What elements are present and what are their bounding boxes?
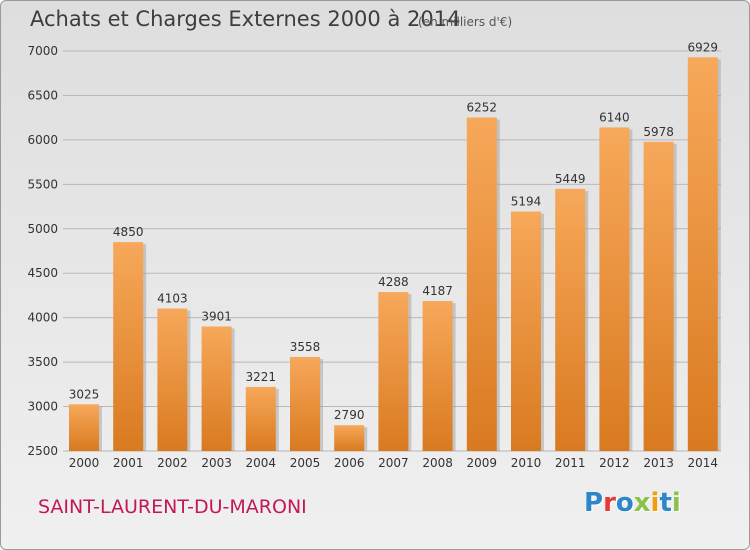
logo-letter: i [650,488,660,518]
chart-title: Achats et Charges Externes 2000 à 2014 [30,7,461,31]
y-tick-label: 3500 [27,355,58,369]
logo-letter: r [603,488,616,518]
bar-2006 [334,425,365,451]
proxiti-logo: Proxiti [584,488,681,518]
x-axis-ticks: 2000 2001 2002 2003 2004 2005 2006 2007 2008 2009… [69,456,718,470]
bar-2012 [599,127,630,451]
data-label: 3025 [69,387,100,401]
bar-2014 [687,57,718,452]
x-tick-label: 2001 [113,456,144,470]
data-label: 6929 [688,40,719,54]
y-tick-label: 6000 [27,133,58,147]
bar-2001 [113,242,144,451]
data-label: 3558 [290,340,321,354]
data-label: 5978 [643,125,674,139]
x-tick-label: 2006 [334,456,365,470]
x-tick-label: 2009 [467,456,498,470]
x-tick-label: 2002 [157,456,188,470]
y-tick-label: 5000 [27,222,58,236]
x-tick-label: 2011 [555,456,586,470]
x-tick-label: 2003 [201,456,232,470]
x-tick-label: 2008 [422,456,453,470]
data-label: 3901 [201,309,232,323]
x-tick-label: 2007 [378,456,409,470]
data-label: 5194 [511,195,542,209]
y-tick-label: 3000 [27,400,58,414]
bar-2008 [422,301,453,451]
logo-letter: x [633,488,651,518]
bar-2009 [466,117,497,451]
bar-2005 [290,356,320,451]
data-label: 4850 [113,225,144,239]
y-tick-label: 5500 [27,177,58,191]
data-label: 6140 [599,110,630,124]
y-tick-label: 6500 [27,88,58,102]
bar-2010 [511,211,541,451]
data-label: 5449 [555,172,586,186]
x-tick-label: 2013 [643,456,674,470]
bar-2003 [201,326,232,451]
y-tick-label: 2500 [27,444,58,458]
data-label: 2790 [334,408,365,422]
logo-letter: t [659,488,672,518]
bar-2002 [157,308,188,451]
y-tick-label: 7000 [27,44,58,58]
y-axis-ticks: 2500 3000 3500 4000 4500 5000 5500 6000 6500 7000 [27,44,58,458]
bar-2000 [69,404,99,451]
data-labels: 3025 4850 4103 3901 3221 3558 2790 4288 4187 6252… [69,40,718,422]
logo-letter: i [671,488,681,518]
bar-2004 [245,386,276,451]
data-label: 6252 [467,100,498,114]
x-tick-label: 2012 [599,456,630,470]
data-label: 4103 [157,292,188,306]
x-tick-label: 2004 [246,456,277,470]
x-tick-label: 2010 [511,456,542,470]
logo-letter: P [584,488,604,518]
chart-subtitle: (en milliers d'€) [418,15,513,29]
bar-2007 [378,292,409,451]
commune-name: SAINT-LAURENT-DU-MARONI [38,496,307,518]
y-tick-label: 4500 [27,266,58,280]
data-label: 3221 [246,370,277,384]
logo-letter: o [615,488,634,518]
y-tick-label: 4000 [27,311,58,325]
data-label: 4288 [378,275,409,289]
x-tick-label: 2000 [69,456,100,470]
x-tick-label: 2014 [688,456,719,470]
bar-2011 [555,188,586,451]
bars [69,57,721,452]
bar-2013 [643,141,674,451]
data-label: 4187 [422,284,453,298]
x-tick-label: 2005 [290,456,321,470]
